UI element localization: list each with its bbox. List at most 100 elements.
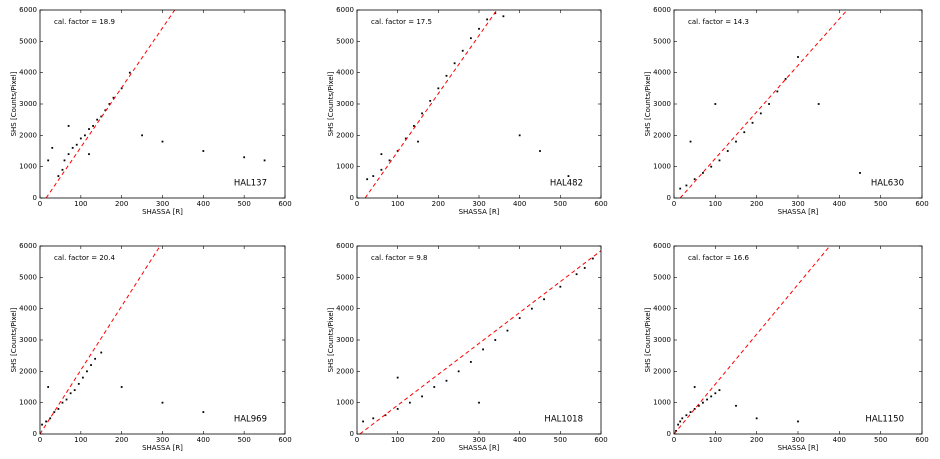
y-tick-label: 4000 bbox=[653, 305, 671, 313]
point bbox=[71, 146, 74, 149]
point bbox=[486, 18, 489, 21]
point bbox=[776, 90, 779, 93]
point bbox=[57, 408, 60, 410]
x-tick-label: 200 bbox=[115, 436, 128, 444]
y-tick-label: 5000 bbox=[336, 37, 354, 45]
x-axis-label: SHASSA [R] bbox=[142, 444, 183, 452]
point bbox=[679, 420, 682, 423]
x-tick-label: 100 bbox=[709, 200, 722, 208]
point bbox=[372, 175, 375, 177]
frame bbox=[673, 9, 923, 199]
y-tick-label: 5000 bbox=[336, 273, 354, 281]
x-tick-label: 500 bbox=[874, 436, 887, 444]
point bbox=[75, 143, 78, 146]
point bbox=[735, 404, 737, 407]
point bbox=[65, 398, 68, 401]
y-tick-label: 0 bbox=[33, 430, 37, 438]
point bbox=[575, 273, 578, 276]
point bbox=[718, 389, 721, 392]
point bbox=[681, 417, 684, 420]
plot-area bbox=[679, 10, 861, 198]
point bbox=[69, 392, 72, 395]
y-tick-label: 1000 bbox=[336, 163, 354, 171]
point bbox=[453, 62, 456, 65]
point bbox=[61, 168, 64, 171]
point bbox=[73, 389, 76, 392]
x-tick-label: 0 bbox=[38, 200, 42, 208]
x-tick-label: 100 bbox=[74, 200, 87, 208]
point bbox=[543, 298, 545, 301]
point bbox=[362, 420, 364, 423]
point bbox=[45, 420, 48, 423]
fit-line bbox=[674, 246, 831, 434]
panel: 0 100 200 300 400 500 600010002000300040005000… bbox=[10, 6, 292, 216]
x-tick-label: 0 bbox=[355, 200, 359, 208]
point bbox=[559, 285, 562, 288]
y-tick-label: 1000 bbox=[19, 163, 37, 171]
y-axis-label: SHS [Counts/Pixel] bbox=[327, 71, 335, 136]
point bbox=[141, 134, 143, 137]
point bbox=[726, 150, 729, 152]
point bbox=[759, 112, 762, 115]
annotation: cal. factor = 9.8 bbox=[371, 254, 428, 262]
y-tick-label: 5000 bbox=[19, 37, 37, 45]
point bbox=[706, 398, 708, 401]
y-tick-label: 5000 bbox=[653, 273, 671, 281]
point bbox=[693, 408, 696, 410]
point bbox=[768, 103, 770, 105]
fit-line bbox=[364, 10, 498, 198]
point bbox=[47, 159, 50, 162]
point bbox=[502, 15, 505, 18]
plot-area bbox=[45, 10, 266, 198]
y-tick-label: 6000 bbox=[19, 6, 37, 14]
point bbox=[567, 175, 570, 177]
point bbox=[67, 153, 70, 156]
point bbox=[478, 401, 480, 404]
point bbox=[583, 267, 586, 269]
panel: 0 100 200 300 400 500 600010002000300040005000… bbox=[327, 242, 608, 452]
point bbox=[689, 140, 692, 143]
x-tick-label: 0 bbox=[355, 436, 359, 444]
point bbox=[437, 87, 440, 90]
point bbox=[120, 386, 123, 388]
fit-line bbox=[359, 250, 601, 434]
x-tick-label: 600 bbox=[594, 200, 607, 208]
point bbox=[506, 329, 509, 332]
point bbox=[693, 386, 696, 388]
y-tick-label: 5000 bbox=[653, 37, 671, 45]
plot-area bbox=[40, 246, 205, 434]
point bbox=[88, 128, 90, 130]
point bbox=[202, 150, 205, 152]
x-axis-label: SHASSA [R] bbox=[778, 208, 819, 216]
point bbox=[751, 121, 754, 124]
point bbox=[61, 401, 64, 404]
y-axis-label: SHS [Counts/Pixel] bbox=[10, 307, 18, 372]
x-tick-label: 300 bbox=[791, 200, 804, 208]
point bbox=[86, 370, 88, 373]
point bbox=[755, 417, 758, 420]
panel: 0 100 200 300 400 500 600010002000300040005000… bbox=[327, 6, 608, 216]
y-tick-label: 0 bbox=[33, 194, 37, 202]
point bbox=[679, 187, 682, 190]
point bbox=[79, 137, 82, 140]
x-axis-label: SHASSA [R] bbox=[459, 444, 500, 452]
x-tick-label: 600 bbox=[915, 436, 928, 444]
x-tick-label: 100 bbox=[391, 200, 404, 208]
y-axis-label: SHS [Counts/Pixel] bbox=[644, 307, 652, 372]
point bbox=[714, 103, 717, 105]
point bbox=[469, 361, 472, 363]
x-tick-label: 600 bbox=[278, 436, 291, 444]
frame bbox=[356, 245, 602, 435]
y-tick-label: 0 bbox=[667, 430, 671, 438]
y-tick-label: 2000 bbox=[19, 367, 37, 375]
point bbox=[41, 423, 43, 426]
y-tick-label: 6000 bbox=[653, 242, 671, 250]
point bbox=[784, 78, 787, 80]
point bbox=[817, 103, 820, 105]
point bbox=[718, 159, 721, 162]
x-tick-label: 400 bbox=[197, 200, 210, 208]
plot-area bbox=[359, 250, 601, 434]
x-tick-label: 100 bbox=[391, 436, 404, 444]
y-axis-label: SHS [Counts/Pixel] bbox=[327, 307, 335, 372]
point bbox=[482, 348, 484, 351]
